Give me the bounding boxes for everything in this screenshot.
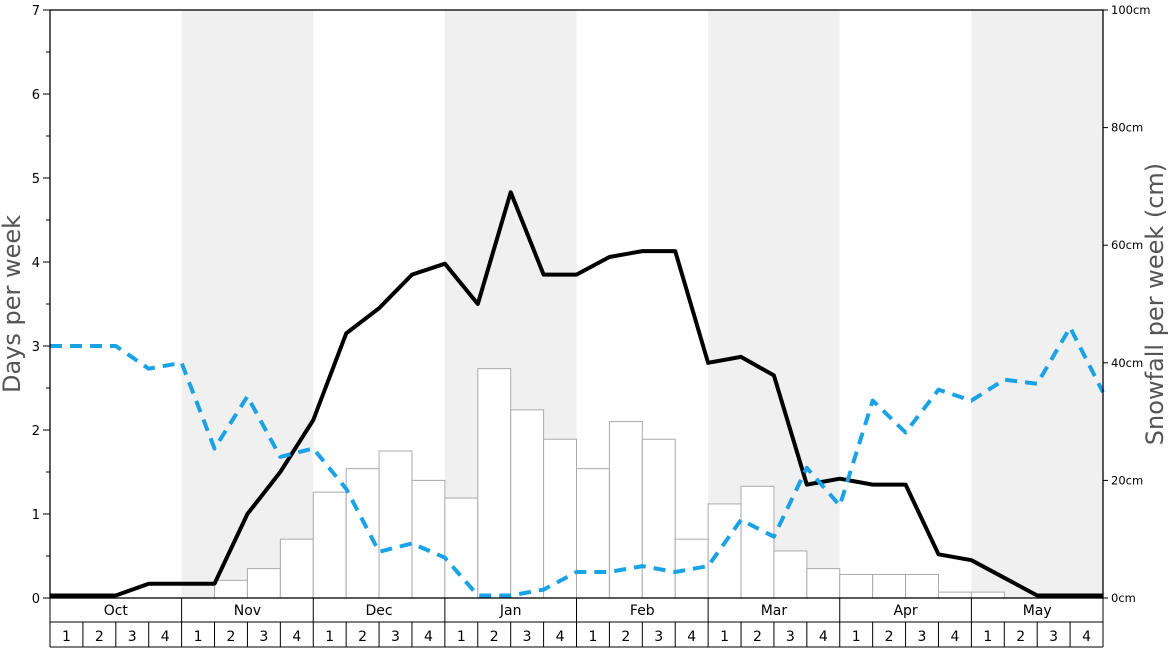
week-label: 3 [1049,629,1058,645]
line-series-solid [50,190,1103,598]
week-label: 1 [720,629,729,645]
week-label: 4 [950,629,959,645]
snowfall-bar [477,368,512,599]
left-tick-label: 1 [32,508,40,523]
snowfall-bar [806,568,841,599]
week-label: 2 [95,629,104,645]
snowfall-bar [641,438,676,599]
month-label: Apr [893,603,917,619]
week-label: 3 [523,629,532,645]
snowfall-bar [872,573,907,599]
week-label: 4 [292,629,301,645]
week-label: 1 [852,629,861,645]
month-label: Jan [499,603,522,619]
snowfall-bars [214,368,1005,599]
month-band-nov [181,10,314,598]
month-label: May [1023,603,1052,619]
right-axis-title: Snowfall per week (cm) [1141,163,1168,445]
week-label: 2 [227,629,236,645]
week-label: 3 [786,629,795,645]
snowfall-bar [411,479,446,599]
right-axis: 0cm 20cm 40cm 60cm 80cm 100cm [1103,3,1150,605]
series-lines [50,190,1105,598]
snowfall-bar [378,450,413,599]
snowfall-bar [576,468,610,599]
week-label: 1 [325,629,334,645]
snowfall-bar [970,591,1005,599]
week-label: 3 [918,629,927,645]
snowfall-bar [444,497,479,599]
week-label: 4 [687,629,696,645]
left-tick-label: 3 [32,340,40,355]
week-label: 4 [424,629,433,645]
right-tick-label: 100cm [1111,3,1150,17]
snowfall-bar [279,538,314,599]
month-band-may [971,10,1103,598]
left-tick-label: 0 [32,592,40,607]
left-tick-label: 5 [32,172,40,187]
snowfall-bar [345,468,380,599]
snowfall-bar [937,591,972,599]
right-tick-label: 40cm [1111,356,1143,370]
week-label: 1 [983,629,992,645]
week-label: 1 [62,629,71,645]
week-label: 3 [259,629,268,645]
month-label: Mar [761,603,788,619]
snowfall-bar [707,503,742,599]
month-label: Nov [234,603,261,619]
snowfall-bar [905,573,939,599]
line-series-dashed [50,325,1105,598]
week-label: 1 [457,629,466,645]
week-label: 3 [128,629,137,645]
snowfall-bar [839,573,874,599]
month-bands [181,10,1103,598]
snowfall-bar [214,579,248,599]
week-label: 2 [621,629,630,645]
week-label: 2 [1016,629,1025,645]
right-tick-label: 0cm [1111,591,1136,605]
week-label: 2 [358,629,367,645]
week-label: 3 [391,629,400,645]
week-label: 4 [819,629,828,645]
week-label: 4 [161,629,170,645]
left-axis: 0 1 2 3 4 5 6 7 [32,4,50,607]
snowfall-bar [740,485,775,599]
snowfall-bar [246,568,281,599]
snowfall-bar [773,550,808,599]
week-label: 4 [1082,629,1091,645]
week-label: 2 [490,629,499,645]
week-label: 1 [588,629,597,645]
week-label: 3 [654,629,663,645]
snowfall-bar [312,491,347,599]
month-label: Dec [366,603,393,619]
week-label: 1 [194,629,203,645]
left-tick-label: 4 [32,256,40,271]
left-tick-label: 6 [32,88,40,103]
right-tick-label: 80cm [1111,121,1143,135]
week-month-axis: Oct 1 2 3 4 Nov 1 2 3 4 Dec 1 2 3 4 Jan 1 2 3 4 Feb 1 2 3 4 Mar 1 2… [49,598,1104,648]
right-tick-label: 60cm [1111,238,1143,252]
week-label: 2 [753,629,762,645]
left-axis-title: Days per week [0,215,26,393]
month-label: Feb [630,603,655,619]
week-label: 2 [885,629,894,645]
snowfall-bar [510,409,545,599]
left-tick-label: 2 [32,424,40,439]
week-label: 4 [556,629,565,645]
left-tick-label: 7 [32,4,40,19]
snowfall-bar [543,438,577,599]
right-tick-label: 20cm [1111,473,1143,487]
month-label: Oct [104,603,129,619]
